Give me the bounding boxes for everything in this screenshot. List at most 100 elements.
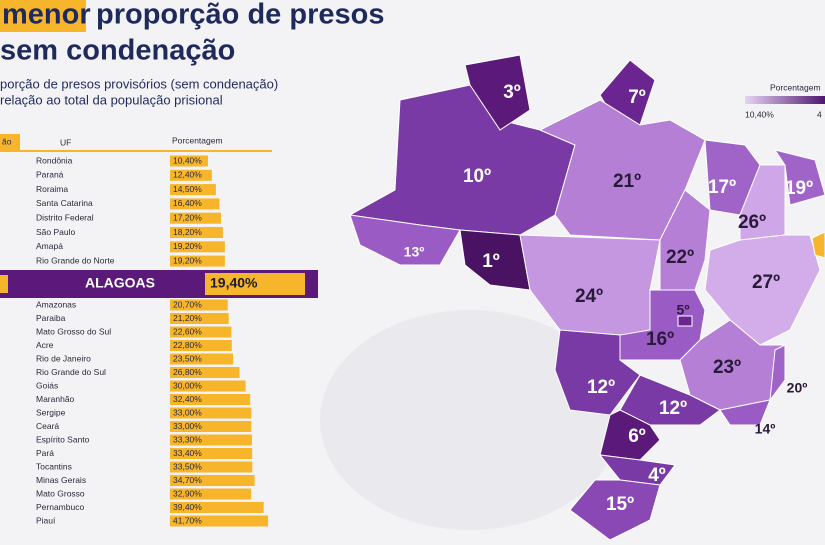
state-label: 12º [587, 377, 615, 398]
bar [170, 184, 216, 196]
column-header: ão [2, 136, 12, 146]
bar [170, 461, 253, 473]
state-label: 4º [648, 465, 666, 486]
state [773, 149, 825, 206]
value-label: 20,70% [173, 299, 202, 309]
bar [170, 407, 252, 419]
row-label: Maranhão [36, 394, 75, 404]
bar [170, 241, 225, 253]
state-label: 14º [755, 421, 776, 437]
state-label: 20º [787, 380, 808, 396]
row-label: Roraima [36, 184, 68, 194]
map-backdrop [320, 310, 620, 530]
value-label: 12,40% [173, 170, 202, 180]
bar [170, 515, 269, 527]
state-label: 22º [666, 247, 694, 268]
bar [170, 380, 246, 392]
bar [170, 448, 253, 459]
bar [170, 326, 232, 338]
bar [170, 255, 225, 267]
bar [170, 367, 240, 378]
value-label: 18,20% [173, 227, 202, 237]
value-label: 33,00% [173, 421, 202, 431]
row-label: Rio Grande do Norte [36, 255, 115, 265]
value-label: 34,70% [173, 475, 202, 485]
state [349, 214, 461, 266]
row-label: Ceará [36, 421, 59, 431]
state [704, 234, 821, 346]
state-label: 21º [613, 171, 641, 192]
bar [170, 169, 212, 181]
column-header: UF [60, 137, 71, 147]
state-label: 26º [738, 212, 766, 233]
value-label: 39,40% [173, 502, 202, 512]
row-label: Sergipe [36, 407, 66, 417]
state [459, 229, 531, 291]
state-label: 7º [628, 87, 646, 108]
value-label: 33,00% [173, 407, 202, 417]
highlight-name: ALAGOAS [85, 275, 155, 291]
row-label: Amapá [36, 241, 63, 251]
bar [170, 353, 234, 365]
row-label: Distrito Federal [36, 212, 94, 222]
value-label: 32,90% [173, 488, 202, 498]
bar [170, 155, 208, 167]
state-label: 24º [575, 286, 603, 307]
title-line2: sem condenação [0, 35, 235, 67]
value-label: 33,40% [173, 448, 202, 458]
subtitle: porção de presos provisórios (sem conden… [0, 76, 278, 91]
row-label: Goiás [36, 380, 58, 390]
legend-min: 10,40% [745, 109, 774, 119]
bar [170, 394, 251, 405]
state-label: 23º [713, 357, 741, 378]
value-label: 23,50% [173, 353, 202, 363]
row-label: Acre [36, 340, 54, 350]
highlight-bar [205, 273, 305, 295]
row-label: Paraiba [36, 313, 66, 323]
state [464, 54, 531, 131]
subtitle: relação ao total da população prisional [0, 92, 223, 107]
legend-max: 4 [817, 109, 822, 119]
value-label: 19,20% [173, 255, 202, 265]
bar [170, 212, 222, 224]
highlight-value: 19,40% [210, 275, 258, 291]
title-highlight-box [0, 0, 86, 32]
bar [170, 434, 252, 446]
bar [170, 299, 228, 311]
value-label: 10,40% [173, 155, 202, 165]
value-label: 22,60% [173, 326, 202, 336]
row-label: Espírito Santo [36, 434, 90, 444]
row-label: Piauí [36, 515, 56, 525]
state [569, 479, 661, 541]
value-label: 33,30% [173, 434, 202, 444]
state-label: 6º [628, 426, 646, 447]
bar [170, 421, 252, 432]
row-label: Paraná [36, 170, 64, 180]
column-header: Porcentagem [172, 135, 223, 145]
bar [170, 198, 220, 210]
bar [170, 313, 229, 324]
value-label: 19,20% [173, 241, 202, 251]
column-stub-box [0, 134, 20, 150]
value-label: 33,50% [173, 461, 202, 471]
map [348, 54, 825, 541]
bar [170, 502, 264, 513]
bar [170, 488, 252, 500]
state-label: 10º [463, 166, 491, 187]
state-label: 5º [677, 302, 690, 318]
state-label: 17º [708, 177, 736, 198]
row-label: Rio de Janeiro [36, 353, 91, 363]
state [598, 454, 676, 486]
row-label: Rio Grande do Sul [36, 367, 106, 377]
legend-gradient [745, 96, 825, 104]
state [677, 315, 693, 327]
bar [170, 227, 223, 238]
value-label: 41,70% [173, 515, 202, 525]
state-label: 16º [646, 329, 674, 350]
value-label: 26,80% [173, 367, 202, 377]
row-label: Pernambuco [36, 502, 84, 512]
row-label: Amazonas [36, 299, 76, 309]
highlight-stub [0, 275, 8, 293]
state-label: 12º [659, 398, 687, 419]
